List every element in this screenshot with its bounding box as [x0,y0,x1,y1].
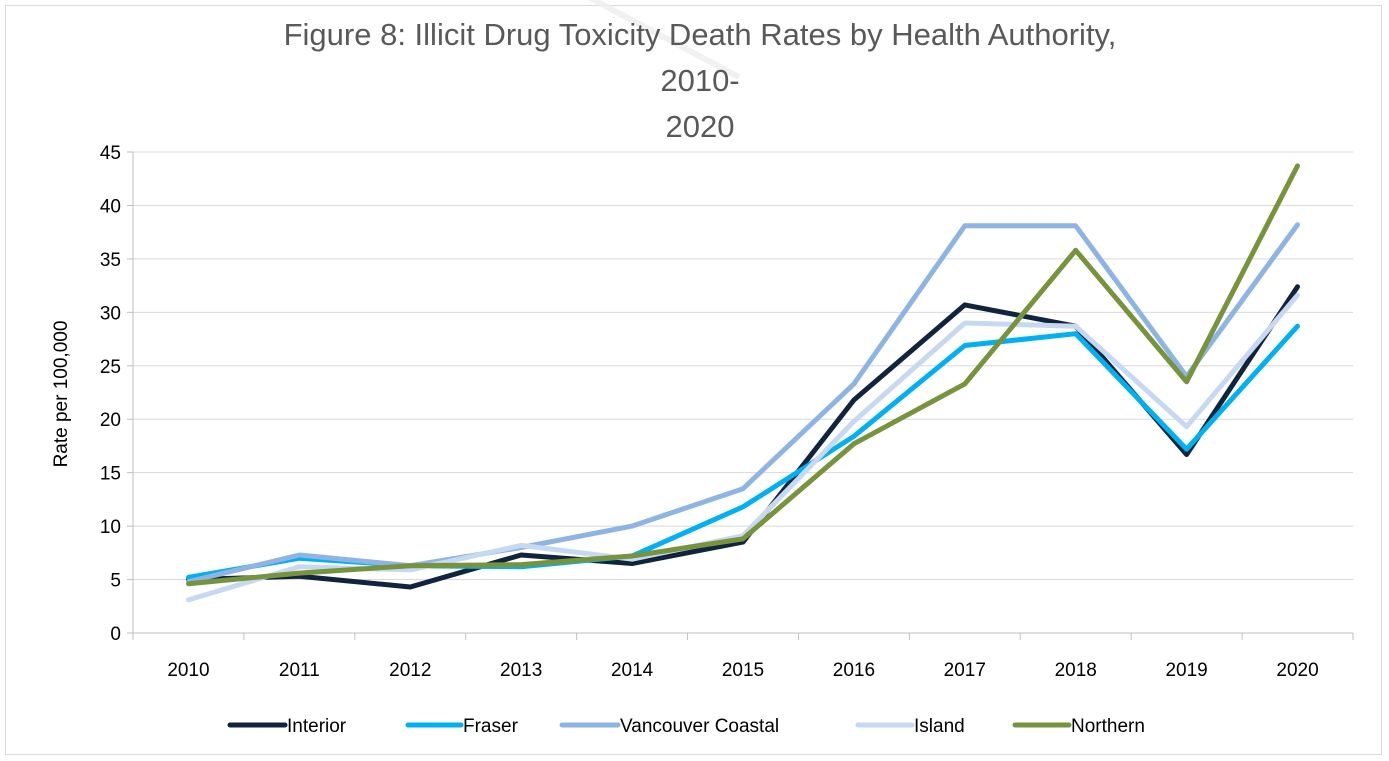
legend-label-vancouver-coastal: Vancouver Coastal [620,716,779,737]
chart-title-line-2: 2020 [665,109,735,144]
x-tick-labels: 2010 2011 2012 2013 2014 2015 2016 2017 2018 2019… [167,660,1318,681]
x-tick-label: 2016 [833,660,875,681]
legend-label-island: Island [914,716,965,737]
x-tick-label: 2019 [1165,660,1207,681]
y-axis-label: Rate per 100,000 [51,321,72,468]
y-tick-label: 25 [100,357,121,378]
axes [127,151,1354,640]
legend-label-fraser: Fraser [463,716,519,737]
series-line-northern [186,163,1300,587]
x-tick-label: 2017 [944,660,986,681]
y-tick-label: 5 [110,571,121,592]
x-tick-label: 2014 [611,660,654,681]
y-tick-labels: 0 5 10 15 20 25 30 35 40 45 [100,143,121,645]
x-tick-label: 2010 [167,660,209,681]
x-tick-label: 2012 [389,660,431,681]
series-lines [186,163,1300,603]
y-tick-label: 40 [100,196,121,217]
series-line-interior [186,284,1300,590]
legend-label-interior: Interior [287,716,347,737]
y-tick-label: 10 [100,517,121,538]
series-line-island [186,292,1300,603]
legend-label-northern: Northern [1071,716,1145,737]
y-tick-label: 35 [100,250,121,271]
x-tick-label: 2015 [722,660,764,681]
x-tick-label: 2011 [279,660,320,681]
y-tick-label: 30 [100,303,121,324]
chart-title-line-1: Figure 8: Illicit Drug Toxicity Death Ra… [283,17,1117,98]
chart-title: Figure 8: Illicit Drug Toxicity Death Ra… [250,12,1150,150]
y-tick-label: 0 [110,624,121,645]
chart-frame [5,0,1382,755]
series-line-vancouver-coastal [186,222,1300,585]
x-tick-label: 2018 [1055,660,1097,681]
legend: Interior Fraser Vancouver Coastal Island Nor… [227,716,1145,737]
x-tick-label: 2013 [500,660,542,681]
y-tick-label: 20 [100,410,121,431]
y-tick-label: 45 [100,143,121,164]
x-tick-label: 2020 [1276,660,1318,681]
y-tick-label: 15 [100,464,121,485]
